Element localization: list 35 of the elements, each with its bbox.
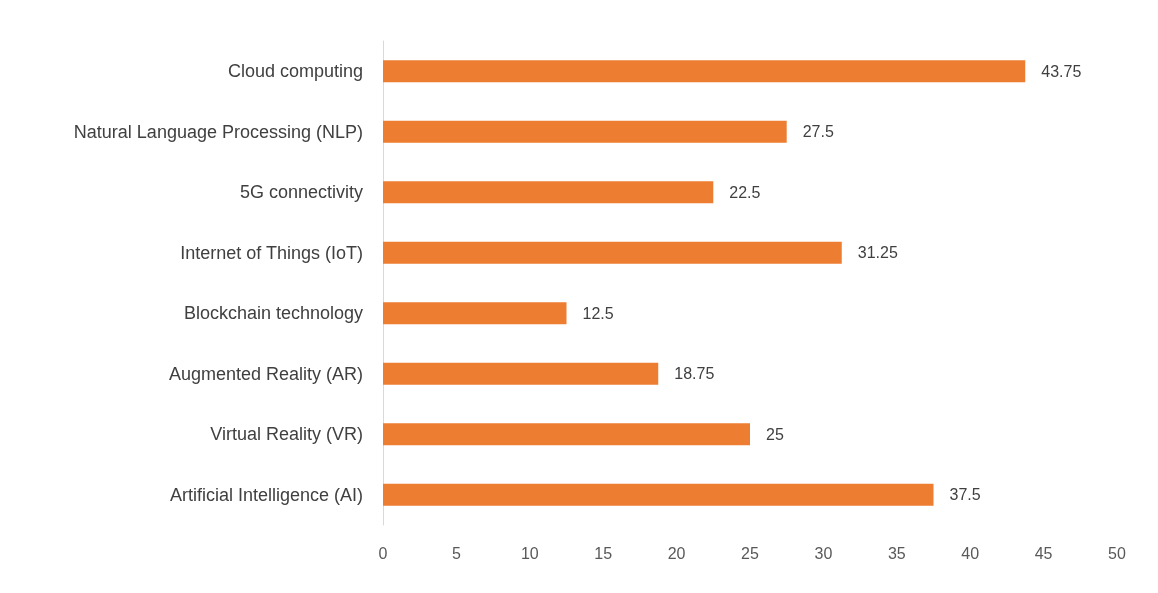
- x-tick-label: 25: [741, 544, 759, 562]
- bar: [383, 302, 567, 325]
- x-tick-label: 35: [887, 544, 906, 562]
- x-tick-label: 0: [378, 544, 388, 562]
- y-tick-label: Virtual Reality (VR): [210, 424, 363, 445]
- bar: [383, 60, 1026, 83]
- x-tick-label: 10: [520, 544, 539, 562]
- data-label: 37.5: [949, 486, 981, 504]
- bar: [383, 120, 787, 143]
- y-tick-label: Augmented Reality (AR): [168, 363, 363, 384]
- y-tick-label: Internet of Things (IoT): [180, 242, 363, 263]
- x-tick-label: 5: [451, 544, 461, 562]
- data-label: 12.5: [582, 304, 614, 322]
- data-label: 22.5: [729, 183, 761, 201]
- data-label: 31.25: [857, 244, 898, 262]
- y-tick-label: Cloud computing: [227, 61, 363, 82]
- y-tick-label: Natural Language Processing (NLP): [73, 121, 363, 142]
- y-tick-label: Blockchain technology: [183, 303, 363, 324]
- bar: [383, 483, 934, 506]
- bar: [383, 423, 750, 446]
- x-tick-label: 45: [1034, 544, 1053, 562]
- data-label: 18.75: [674, 365, 715, 383]
- x-tick-label: 15: [594, 544, 613, 562]
- bar: [383, 181, 714, 204]
- bar: [383, 362, 659, 385]
- x-tick-label: 30: [814, 544, 833, 562]
- bar: [383, 241, 842, 264]
- data-label: 25: [766, 425, 784, 443]
- data-label: 43.75: [1041, 62, 1082, 80]
- y-tick-label: Artificial Intelligence (AI): [169, 484, 363, 505]
- y-tick-label: 5G connectivity: [239, 182, 363, 203]
- data-label: 27.5: [802, 123, 834, 141]
- x-tick-label: 50: [1108, 544, 1126, 562]
- x-tick-label: 40: [961, 544, 980, 562]
- x-tick-label: 20: [667, 544, 686, 562]
